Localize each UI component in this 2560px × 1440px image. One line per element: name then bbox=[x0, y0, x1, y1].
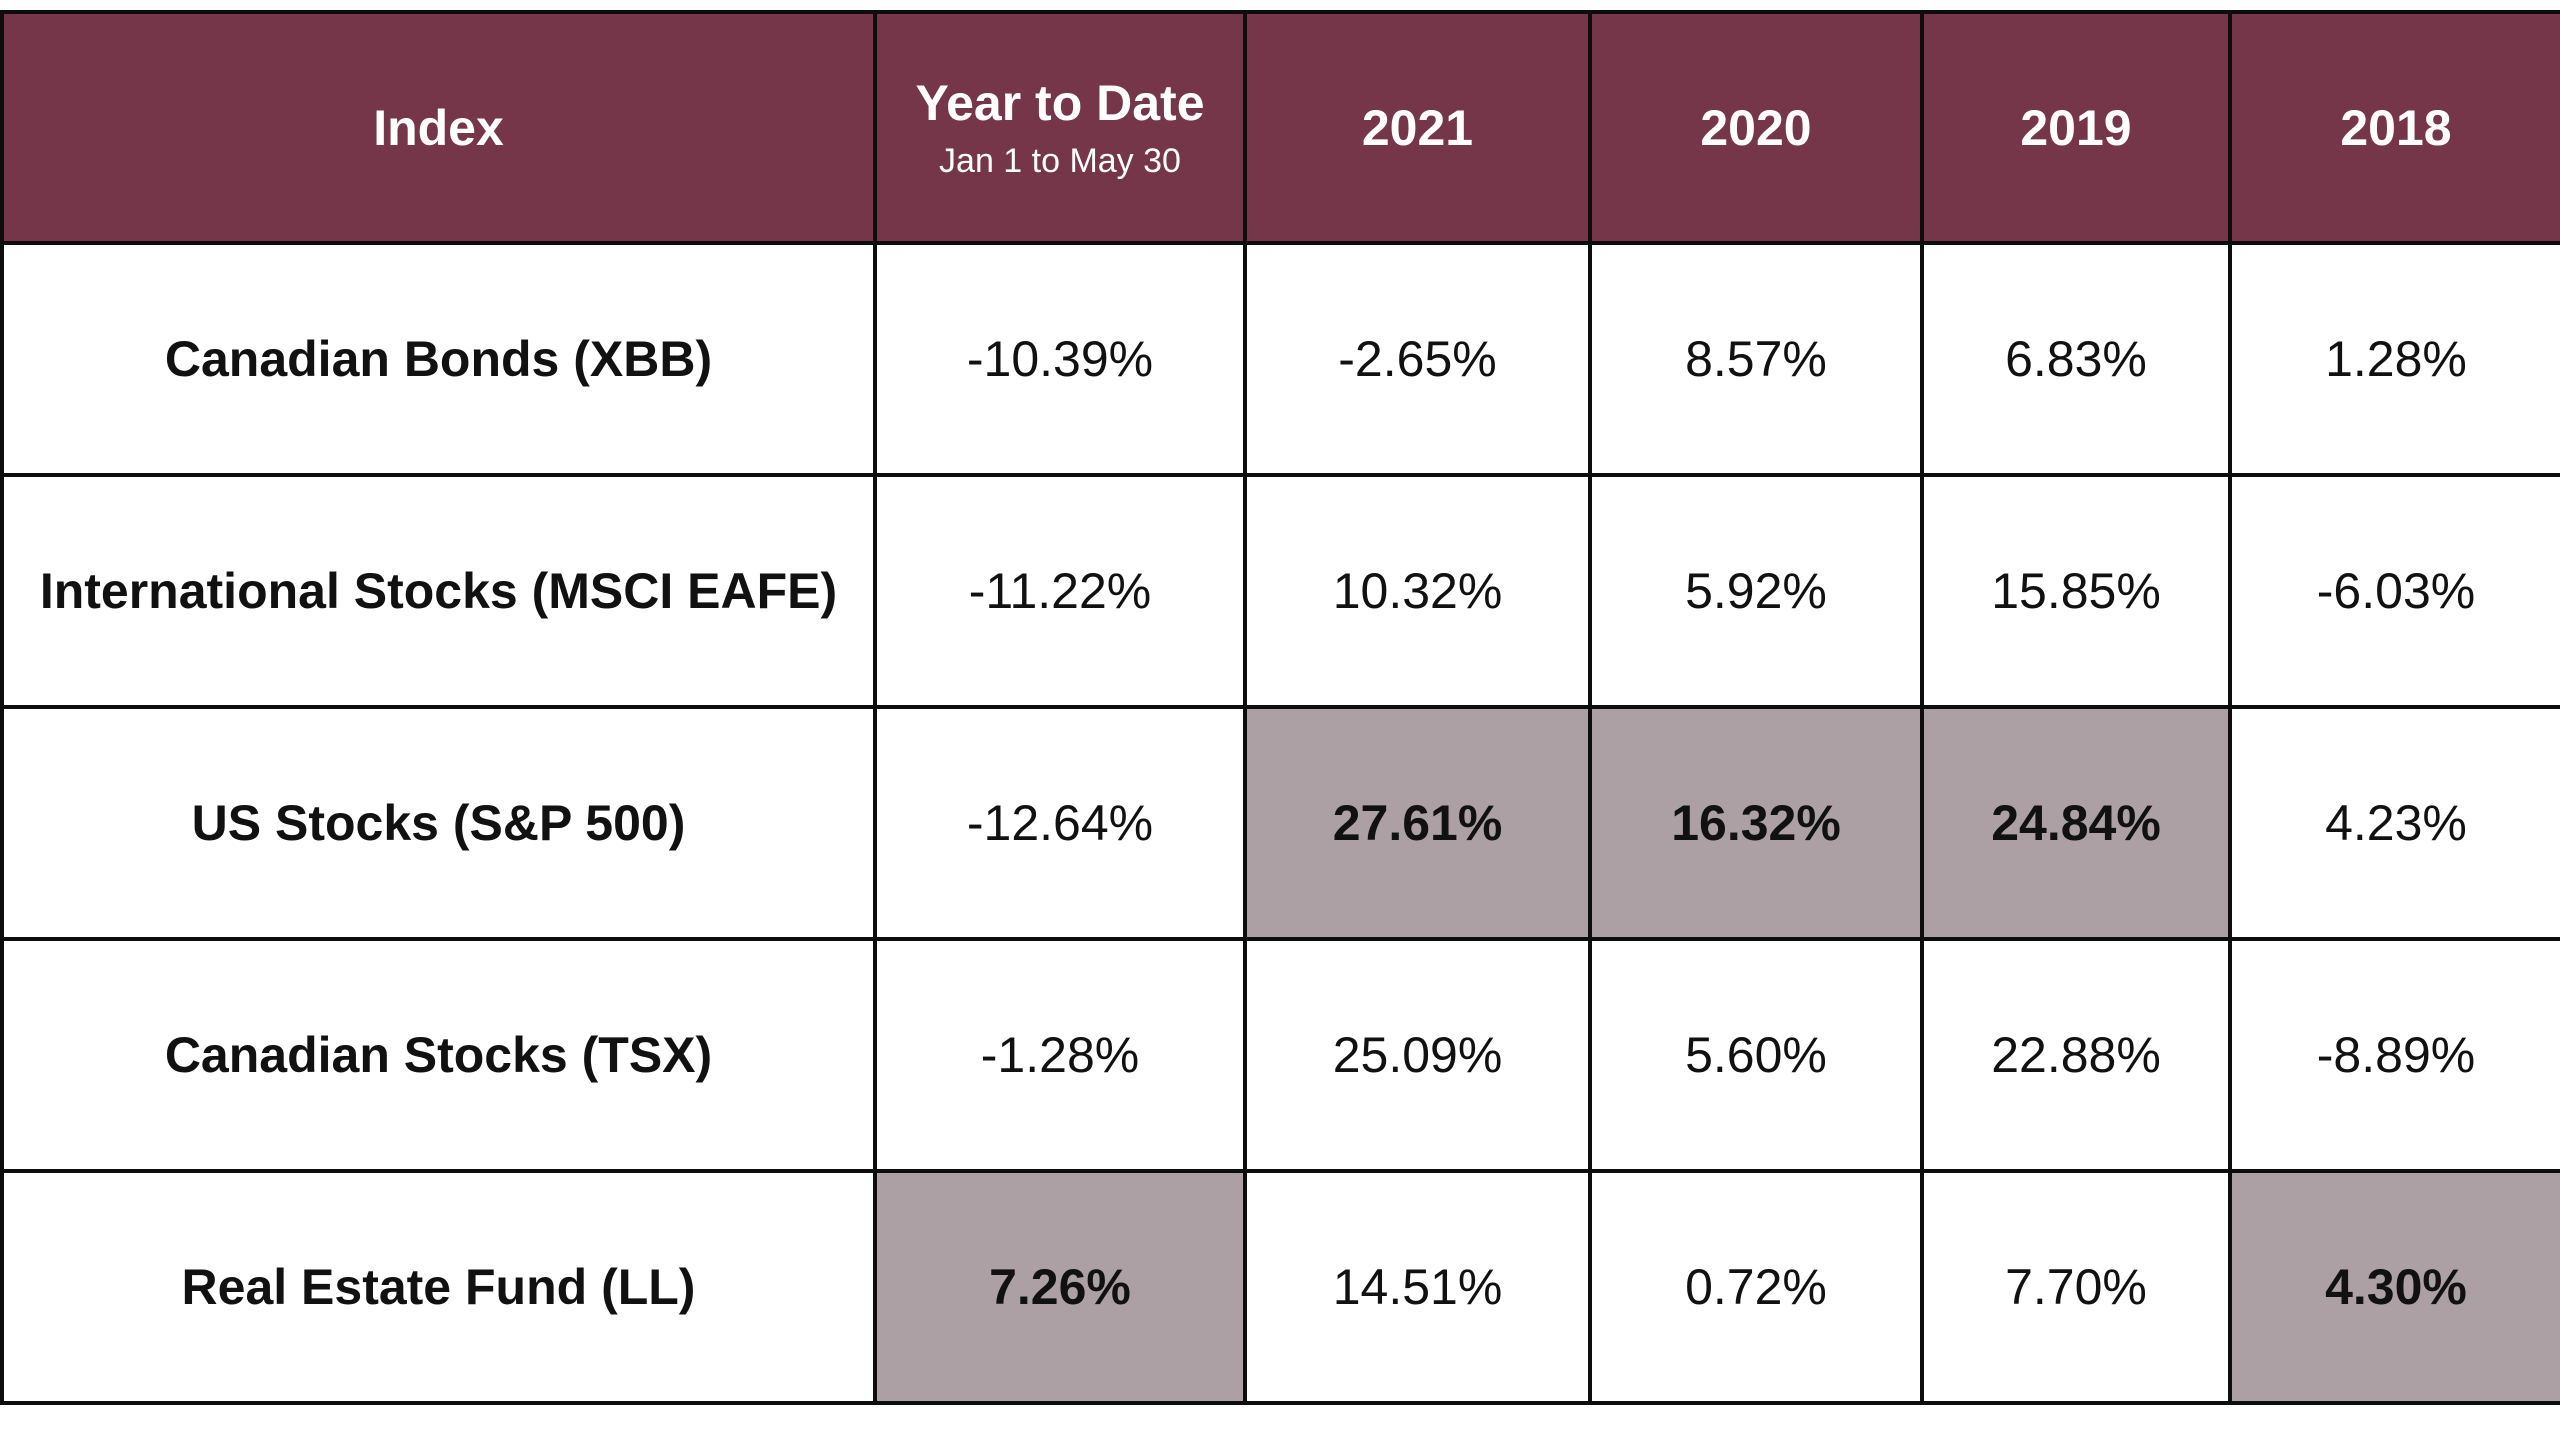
table-cell: 1.28% bbox=[2228, 241, 2560, 477]
table-cell: 25.09% bbox=[1243, 937, 1592, 1173]
table-cell: -10.39% bbox=[873, 241, 1247, 477]
header-2019: 2019 bbox=[1920, 10, 2232, 245]
header-2021: 2021 bbox=[1243, 10, 1592, 245]
row-label: Canadian Bonds (XBB) bbox=[0, 241, 877, 477]
highlighted-cell: 7.26% bbox=[873, 1169, 1247, 1405]
table-row: Canadian Stocks (TSX) -1.28% 25.09% 5.60% 22… bbox=[0, 937, 2560, 1173]
header-index-label: Index bbox=[373, 99, 504, 156]
header-year-to-date-subtitle: Jan 1 to May 30 bbox=[939, 142, 1181, 180]
table-cell: 22.88% bbox=[1920, 937, 2232, 1173]
header-2018-label: 2018 bbox=[2340, 99, 2452, 156]
table-cell: 7.70% bbox=[1920, 1169, 2232, 1405]
header-2021-label: 2021 bbox=[1361, 99, 1474, 156]
table-row: US Stocks (S&P 500) -12.64% 27.61% 16.32% 24… bbox=[0, 705, 2560, 941]
header-year-to-date: Year to Date Jan 1 to May 30 bbox=[873, 10, 1247, 245]
table-cell: -12.64% bbox=[873, 705, 1247, 941]
header-year-to-date-label: Year to Date bbox=[915, 75, 1205, 131]
table-cell: 8.57% bbox=[1588, 241, 1924, 477]
header-row: Index Year to Date Jan 1 to May 30 2021 … bbox=[0, 10, 2560, 245]
table-cell: -2.65% bbox=[1243, 241, 1592, 477]
table-row: International Stocks (MSCI EAFE) -11.22% 1… bbox=[0, 473, 2560, 709]
highlighted-cell: 16.32% bbox=[1588, 705, 1924, 941]
highlighted-cell: 24.84% bbox=[1920, 705, 2232, 941]
row-label: Real Estate Fund (LL) bbox=[0, 1169, 877, 1405]
table-cell: 4.23% bbox=[2228, 705, 2560, 941]
header-2019-label: 2019 bbox=[2020, 99, 2132, 156]
table-cell: 0.72% bbox=[1588, 1169, 1924, 1405]
highlighted-cell: 4.30% bbox=[2228, 1169, 2560, 1405]
returns-table: Index Year to Date Jan 1 to May 30 2021 … bbox=[0, 10, 2560, 1405]
row-label: International Stocks (MSCI EAFE) bbox=[0, 473, 877, 709]
returns-table-container: Index Year to Date Jan 1 to May 30 2021 … bbox=[0, 10, 2560, 1405]
table-cell: -8.89% bbox=[2228, 937, 2560, 1173]
table-cell: 10.32% bbox=[1243, 473, 1592, 709]
table-cell: 5.92% bbox=[1588, 473, 1924, 709]
table-cell: -1.28% bbox=[873, 937, 1247, 1173]
row-label: Canadian Stocks (TSX) bbox=[0, 937, 877, 1173]
header-2018: 2018 bbox=[2228, 10, 2560, 245]
header-2020: 2020 bbox=[1588, 10, 1924, 245]
table-cell: 14.51% bbox=[1243, 1169, 1592, 1405]
highlighted-cell: 27.61% bbox=[1243, 705, 1592, 941]
table-cell: 15.85% bbox=[1920, 473, 2232, 709]
table-body: Canadian Bonds (XBB) -10.39% -2.65% 8.57% 6.… bbox=[0, 241, 2560, 1405]
table-cell: 5.60% bbox=[1588, 937, 1924, 1173]
table-cell: -11.22% bbox=[873, 473, 1247, 709]
header-2020-label: 2020 bbox=[1700, 99, 1812, 156]
header-index: Index bbox=[0, 10, 877, 245]
table-cell: 6.83% bbox=[1920, 241, 2232, 477]
table-cell: -6.03% bbox=[2228, 473, 2560, 709]
table-row: Canadian Bonds (XBB) -10.39% -2.65% 8.57% 6.… bbox=[0, 241, 2560, 477]
table-row: Real Estate Fund (LL) 7.26% 14.51% 0.72% 7.7… bbox=[0, 1169, 2560, 1405]
row-label: US Stocks (S&P 500) bbox=[0, 705, 877, 941]
